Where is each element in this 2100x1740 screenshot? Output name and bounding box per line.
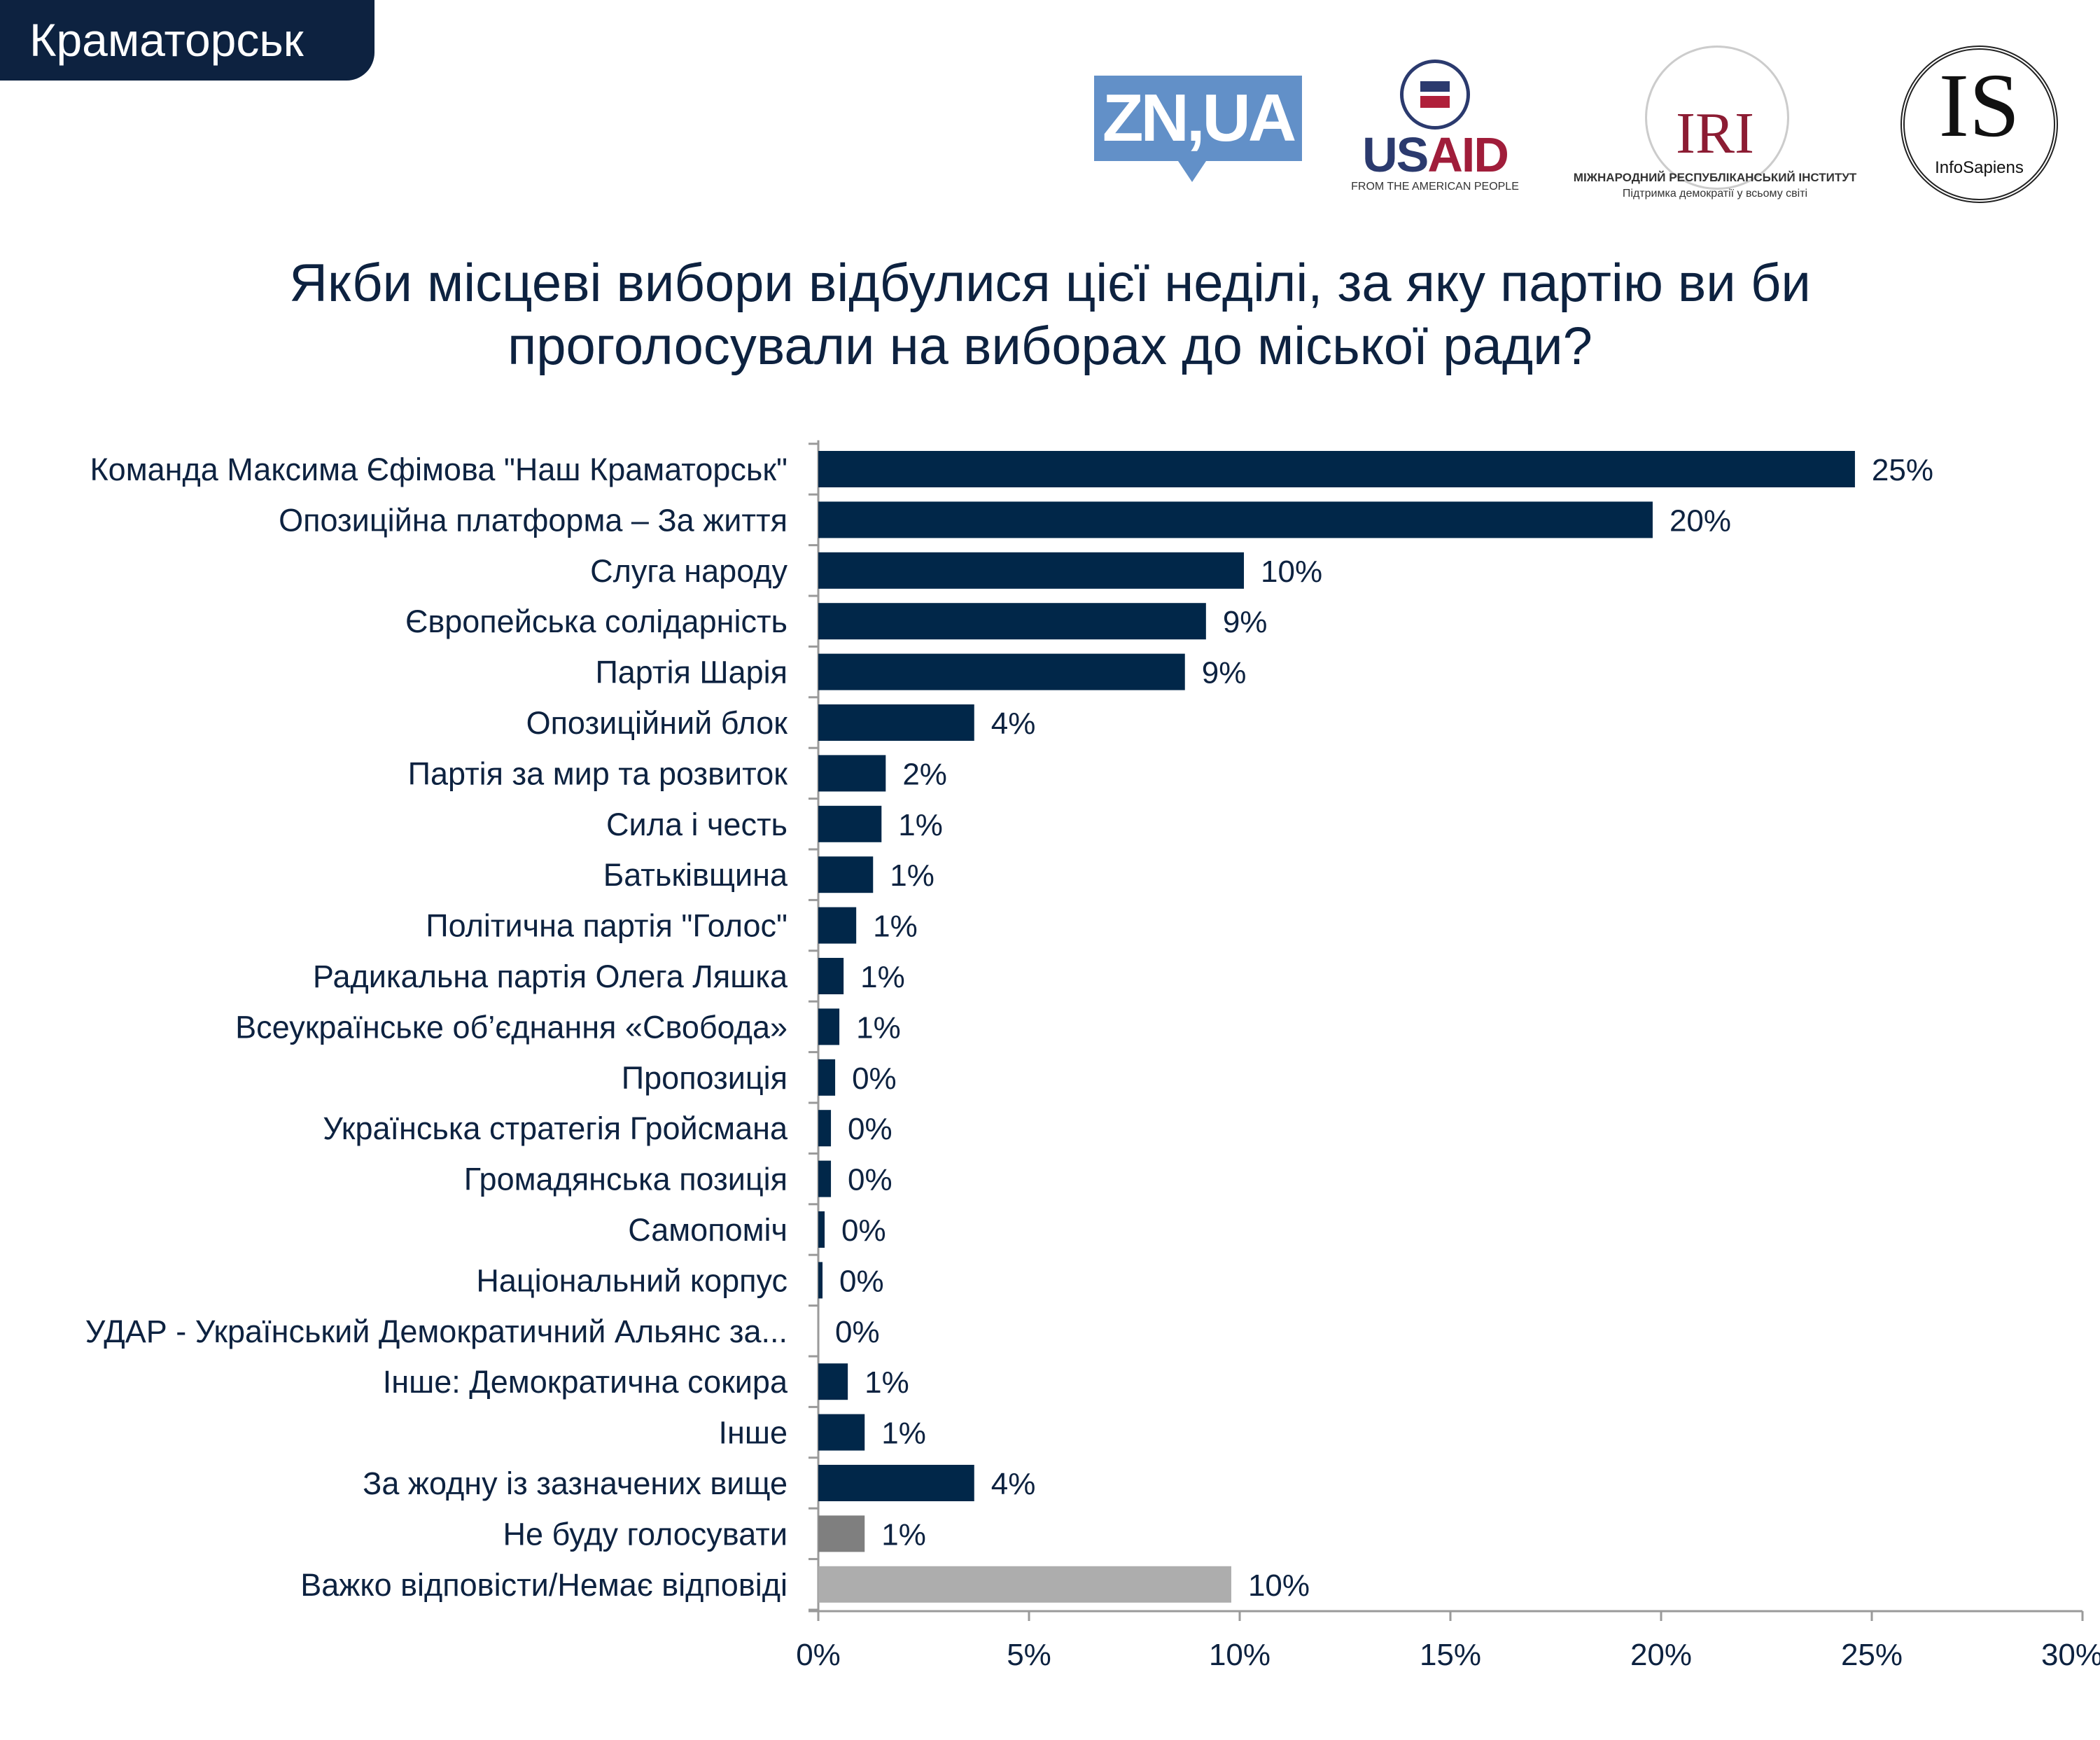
title-line-1: Якби місцеві вибори відбулися цієї неділ…: [289, 253, 1811, 313]
x-tick-label: 0%: [796, 1638, 841, 1672]
data-label: 1%: [873, 910, 918, 944]
bar: [818, 653, 1185, 690]
bar: [818, 1515, 865, 1552]
bar: [818, 1262, 823, 1299]
infosapiens-logo: IS InfoSapiens: [1900, 46, 2058, 203]
usaid-logo: USAID FROM THE AMERICAN PEOPLE: [1330, 60, 1540, 203]
data-label: 1%: [860, 960, 905, 994]
data-label: 9%: [1202, 656, 1247, 690]
data-label: 4%: [991, 707, 1036, 741]
category-label: Українська стратегія Гройсмана: [323, 1111, 788, 1146]
data-label: 0%: [848, 1163, 892, 1197]
city-tab: Краматорськ: [0, 0, 374, 81]
category-label: Національний корпус: [476, 1262, 788, 1298]
bar: [818, 1566, 1231, 1603]
category-label: Європейська солідарність: [405, 604, 788, 639]
data-label: 0%: [848, 1112, 892, 1146]
data-label: 9%: [1223, 605, 1268, 639]
category-label: Самопоміч: [628, 1212, 788, 1248]
x-tick-label: 5%: [1007, 1638, 1051, 1672]
data-label: 1%: [864, 1365, 909, 1400]
data-label: 1%: [898, 808, 943, 842]
is-tagline: InfoSapiens: [1935, 158, 2024, 177]
category-label: Пропозиція: [622, 1060, 788, 1096]
bar: [818, 1110, 832, 1147]
zn-ua-logo: ZN,UA: [1094, 76, 1302, 182]
data-label: 1%: [890, 858, 934, 893]
iri-name: МІЖНАРОДНИЙ РЕСПУБЛІКАНСЬКИЙ ІНСТИТУТ: [1573, 171, 1857, 184]
iri-logo: IRI МІЖНАРОДНИЙ РЕСПУБЛІКАНСЬКИЙ ІНСТИТУ…: [1547, 46, 1883, 207]
data-label: 2%: [902, 757, 947, 791]
category-label: Громадянська позиція: [464, 1162, 788, 1197]
category-label: Політична партія "Голос": [426, 908, 788, 944]
data-label: 0%: [839, 1264, 884, 1298]
bar: [818, 1414, 865, 1451]
x-tick-label: 25%: [1841, 1638, 1903, 1672]
iri-wordmark: IRI: [1676, 101, 1754, 166]
category-label: УДАР - Український Демократичний Альянс …: [85, 1314, 788, 1349]
data-label: 10%: [1248, 1568, 1310, 1603]
bar: [818, 1160, 832, 1197]
bar: [818, 1465, 974, 1501]
category-label: Інше: Демократична сокира: [383, 1364, 788, 1400]
chart-title: Якби місцеві вибори відбулися цієї неділ…: [42, 252, 2058, 378]
title-line-2: проголосували на виборах до міської ради…: [507, 316, 1592, 376]
x-tick-label: 30%: [2041, 1638, 2100, 1672]
category-label: За жодну із зазначених вище: [363, 1466, 788, 1501]
data-label: 1%: [856, 1010, 901, 1045]
data-label: 0%: [852, 1062, 897, 1096]
category-label: Батьківщина: [603, 857, 788, 893]
bar: [818, 755, 886, 792]
category-label: Не буду голосувати: [503, 1516, 788, 1552]
bar: [818, 552, 1245, 589]
bar: [818, 958, 844, 994]
bar: [818, 1008, 840, 1045]
category-label: Команда Максима Єфімова "Наш Краматорськ…: [90, 452, 788, 487]
category-label: Сила і честь: [606, 807, 788, 842]
bar: [818, 907, 857, 944]
category-label: Партія за мир та розвиток: [408, 756, 788, 791]
bar: [818, 451, 1855, 487]
x-tick-label: 10%: [1209, 1638, 1270, 1672]
category-label: Радикальна партія Олега Ляшка: [313, 959, 788, 994]
x-tick-label: 20%: [1630, 1638, 1692, 1672]
bar: [818, 856, 874, 893]
data-label: 20%: [1670, 503, 1731, 538]
category-label: Партія Шарія: [595, 655, 788, 690]
bar: [818, 704, 974, 741]
category-label: Слуга народу: [590, 553, 788, 589]
bar: [818, 603, 1206, 640]
category-label: Інше: [719, 1415, 788, 1451]
category-label: Опозиційна платформа – За життя: [279, 502, 788, 538]
data-label: 4%: [991, 1467, 1036, 1501]
category-label: Всеукраїнське об’єднання «Свобода»: [235, 1009, 788, 1045]
data-label: 0%: [841, 1213, 886, 1248]
category-label: Опозиційний блок: [526, 705, 788, 741]
bar: [818, 805, 882, 842]
category-label: Важко відповісти/Немає відповіді: [300, 1567, 788, 1603]
usaid-tagline: FROM THE AMERICAN PEOPLE: [1351, 181, 1519, 193]
data-label: 1%: [881, 1417, 926, 1451]
usaid-seal-icon: [1400, 60, 1470, 130]
usaid-wordmark: USAID: [1362, 127, 1509, 182]
globe-icon: [1645, 46, 1789, 190]
bar: [818, 1363, 848, 1400]
bar: [818, 1059, 836, 1096]
iri-tagline: Підтримка демократії у всьому світі: [1622, 188, 1808, 200]
data-label: 1%: [881, 1517, 926, 1552]
is-wordmark: IS: [1938, 55, 2020, 156]
bar: [818, 1211, 825, 1248]
bar: [818, 501, 1653, 538]
data-label: 0%: [835, 1315, 880, 1349]
x-tick-label: 15%: [1420, 1638, 1481, 1672]
data-label: 10%: [1261, 555, 1322, 589]
data-label: 25%: [1872, 453, 1933, 487]
